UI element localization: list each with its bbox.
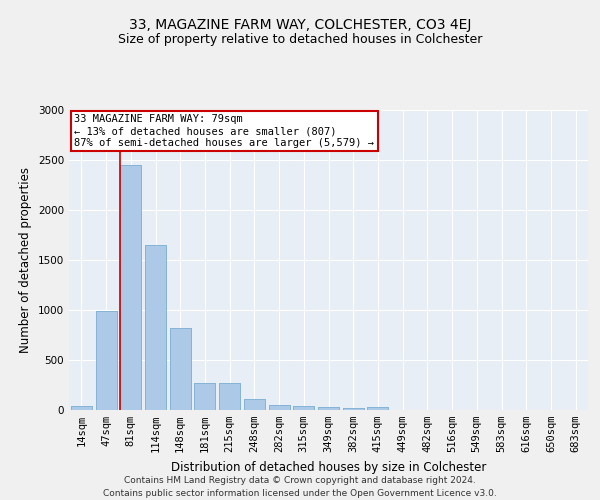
Text: Size of property relative to detached houses in Colchester: Size of property relative to detached ho… [118,32,482,46]
Text: Contains HM Land Registry data © Crown copyright and database right 2024.
Contai: Contains HM Land Registry data © Crown c… [103,476,497,498]
Bar [170,328,191,410]
Bar [120,165,141,410]
Bar [194,382,215,410]
Text: 33, MAGAZINE FARM WAY, COLCHESTER, CO3 4EJ: 33, MAGAZINE FARM WAY, COLCHESTER, CO3 4… [129,18,471,32]
Bar [95,311,116,410]
Bar [170,328,191,410]
Bar [293,406,314,410]
Bar [269,405,290,410]
Bar [269,405,290,410]
Bar [343,408,364,410]
Bar [95,311,116,410]
Bar [219,383,240,410]
Bar [244,398,265,410]
Bar [120,165,141,410]
X-axis label: Distribution of detached houses by size in Colchester: Distribution of detached houses by size … [171,460,486,473]
Bar [318,407,339,410]
Bar [71,406,92,410]
Bar [219,383,240,410]
Bar [293,406,314,410]
Bar [367,407,388,410]
Bar [318,407,339,410]
Bar [145,245,166,410]
Text: 33 MAGAZINE FARM WAY: 79sqm
← 13% of detached houses are smaller (807)
87% of se: 33 MAGAZINE FARM WAY: 79sqm ← 13% of det… [74,114,374,148]
Bar [194,382,215,410]
Bar [71,406,92,410]
Bar [244,398,265,410]
Bar [343,408,364,410]
Bar [367,407,388,410]
Bar [145,245,166,410]
Y-axis label: Number of detached properties: Number of detached properties [19,167,32,353]
